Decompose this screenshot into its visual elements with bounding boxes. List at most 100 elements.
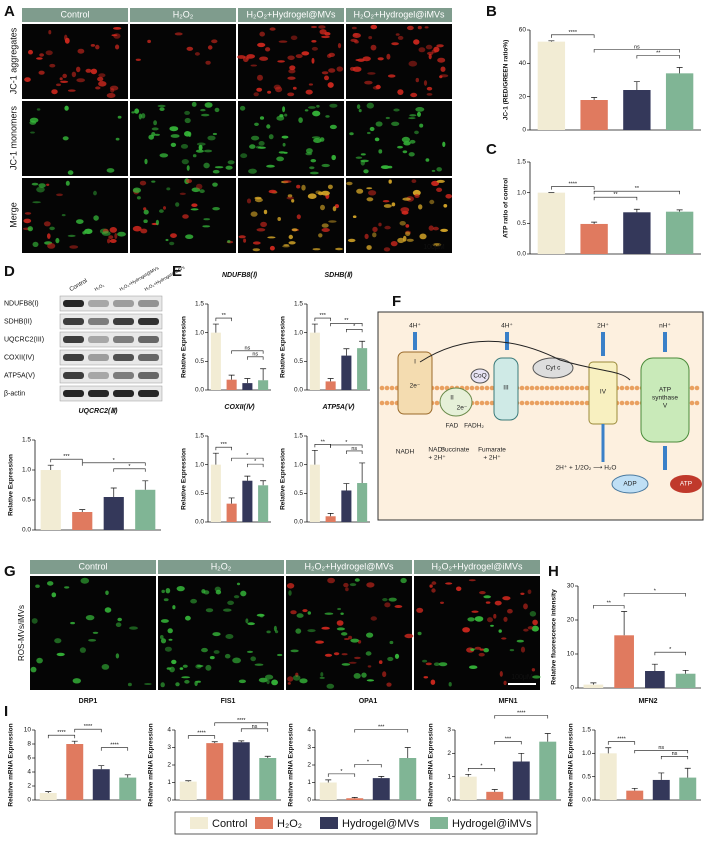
cell (436, 44, 444, 48)
significance-bracket (660, 755, 689, 760)
lipid (564, 400, 570, 406)
cell (196, 183, 203, 190)
cell (368, 36, 373, 40)
cell (307, 629, 316, 633)
cell (352, 66, 362, 72)
cell (288, 241, 296, 245)
error-bar (359, 462, 366, 484)
significance-bracket (231, 350, 264, 354)
blot-band (113, 336, 134, 343)
cell (425, 44, 433, 50)
cell (256, 613, 265, 617)
cell (354, 578, 360, 582)
protein-label: NDUFB8(I) (4, 300, 39, 307)
cell (117, 115, 122, 119)
error-bar (71, 740, 78, 744)
cell (240, 153, 248, 159)
cell (385, 116, 390, 120)
cell (365, 651, 372, 656)
lipid (439, 385, 445, 391)
cell (225, 165, 233, 170)
cell (474, 616, 484, 622)
y-tick-label: 3 (167, 744, 171, 751)
cell (269, 27, 276, 31)
cell (144, 158, 148, 165)
significance-bracket (81, 462, 146, 466)
blot-band (88, 318, 109, 325)
protein-label: COXII(IV) (4, 354, 34, 361)
significance-label: * (254, 459, 257, 465)
y-tick-label: 4 (167, 727, 171, 734)
blot-strip (59, 295, 163, 312)
cell (409, 139, 416, 144)
cell (245, 618, 249, 624)
cell (278, 151, 286, 154)
panel-label: E (172, 263, 182, 280)
cell (24, 77, 31, 82)
significance-bracket (346, 328, 363, 333)
significance-label: **** (57, 730, 66, 736)
cell (27, 226, 33, 232)
cell (47, 243, 56, 249)
cell (312, 110, 321, 117)
cell (469, 648, 476, 651)
cell (31, 618, 38, 624)
cell (384, 602, 391, 608)
cell (168, 638, 173, 641)
y-tick-label: 0 (570, 685, 574, 692)
cell (275, 86, 283, 93)
cell (414, 194, 420, 198)
cell (113, 27, 122, 30)
column-header-text: Control (78, 561, 107, 571)
cell (382, 671, 387, 678)
bar (210, 464, 221, 522)
bar (226, 503, 237, 522)
cell (419, 233, 427, 240)
cell (333, 652, 340, 656)
cell (283, 180, 292, 183)
chart-title: MFN2 (638, 698, 657, 705)
cell (415, 77, 419, 83)
cell (49, 226, 55, 231)
cell (266, 164, 275, 168)
cell (336, 620, 344, 626)
cell (172, 605, 176, 610)
cell (366, 632, 374, 638)
cell (397, 237, 405, 244)
bar (459, 776, 477, 800)
cell (203, 149, 213, 153)
error-bar (110, 487, 117, 497)
significance-bracket (494, 741, 522, 745)
cell (432, 243, 442, 247)
cell (327, 577, 335, 584)
cell (131, 111, 135, 114)
lane-label: H₂O₂ (94, 282, 106, 292)
cell (184, 117, 191, 124)
significance-label: ** (344, 318, 349, 324)
cell (76, 78, 85, 83)
error-bar (327, 513, 334, 517)
cell (520, 646, 526, 653)
cell (431, 169, 436, 172)
lipid (539, 400, 545, 406)
cell (311, 57, 315, 64)
panel-label: I (4, 703, 8, 720)
cell (184, 679, 190, 684)
cell (101, 664, 110, 670)
y-tick-label: 0 (447, 797, 451, 804)
coq-label: CoQ (473, 373, 486, 380)
error-bar (404, 747, 411, 758)
y-tick-label: 1 (167, 779, 171, 786)
cell (85, 615, 95, 621)
cell (165, 238, 169, 242)
cell (153, 120, 158, 126)
water-label: 2H⁺ + 1/2O₂ ⟶ H₂O (556, 465, 617, 472)
bar (623, 212, 651, 254)
significance-label: * (345, 440, 348, 446)
error-bar (244, 378, 251, 384)
error-bar (631, 787, 638, 791)
significance-label: ** (607, 600, 612, 606)
cell (236, 582, 241, 586)
cell (282, 106, 286, 113)
significance-bracket (593, 196, 638, 201)
